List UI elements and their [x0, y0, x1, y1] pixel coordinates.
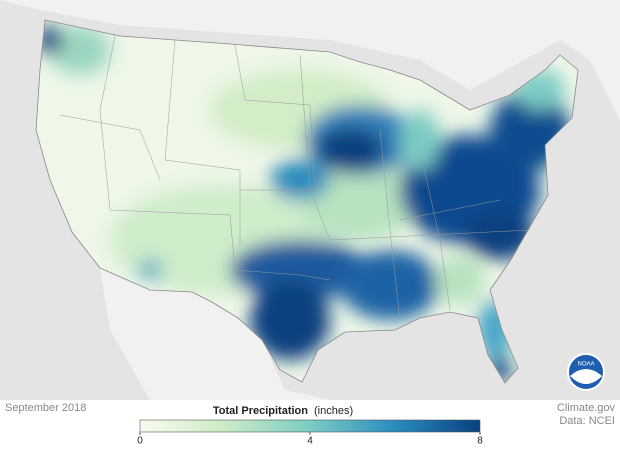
tick-label: 8	[477, 436, 483, 447]
tick-label: 4	[307, 436, 313, 447]
state-borders	[59, 35, 531, 321]
us-outline	[35, 19, 579, 384]
legend-ticks: 0 4 8	[137, 432, 483, 447]
source-credit: Climate.gov	[557, 402, 616, 414]
logo-text: NOAA	[577, 362, 594, 368]
legend-title: Total Precipitation	[213, 405, 308, 417]
data-credit: Data: NCEI	[559, 415, 615, 427]
canada	[0, 0, 620, 120]
date-label: September 2018	[5, 402, 86, 414]
mexico	[100, 268, 330, 400]
legend-unit: (inches)	[314, 405, 353, 417]
noaa-logo: NOAA	[567, 353, 605, 391]
tick-label: 0	[137, 436, 143, 447]
legend-bar	[139, 419, 481, 433]
